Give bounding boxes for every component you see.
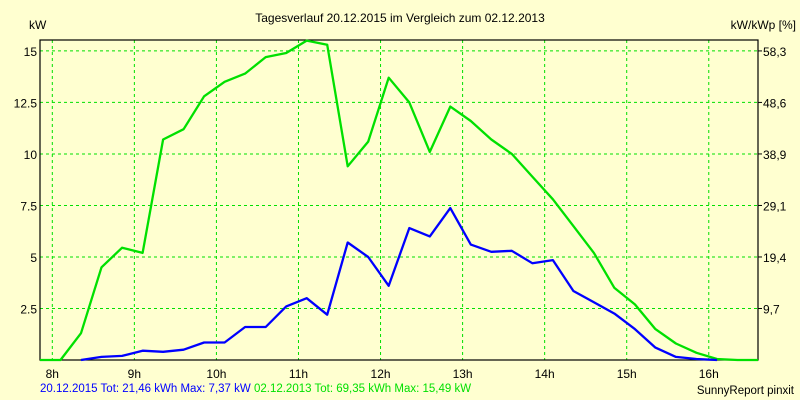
- x-tick-label: 10h: [206, 367, 226, 381]
- x-tick-label: 13h: [453, 367, 473, 381]
- credit-text: SunnyReport pinxit: [696, 385, 794, 397]
- x-tick-label: 12h: [371, 367, 391, 381]
- y2-tick-label: 9,7: [763, 302, 780, 316]
- chart-title: Tagesverlauf 20.12.2015 im Vergleich zum…: [255, 11, 545, 25]
- series-line-02.12.2013: [40, 39, 758, 362]
- y2-tick-label: 58,3: [763, 45, 787, 59]
- y-tick-label: 15: [24, 45, 38, 59]
- y2-tick-label: 19,4: [763, 251, 787, 265]
- x-tick-label: 16h: [699, 367, 719, 381]
- y2-tick-label: 29,1: [763, 199, 787, 213]
- y-tick-label: 7.5: [20, 199, 37, 213]
- legend: 20.12.2015 Tot: 21,46 kWh Max: 7,37 kW 0…: [40, 383, 471, 395]
- y2-axis-label: kW/kWp [%]: [730, 18, 796, 32]
- legend-series-2013: 02.12.2013 Tot: 69,35 kWh Max: 15,49 kW: [253, 383, 472, 395]
- legend-series-2015: 20.12.2015 Tot: 21,46 kWh Max: 7,37 kW: [40, 383, 251, 395]
- y-tick-label: 2.5: [20, 302, 37, 316]
- y2-tick-label: 48,6: [763, 96, 787, 110]
- x-tick-label: 15h: [617, 367, 637, 381]
- x-tick-label: 14h: [535, 367, 555, 381]
- y-tick-label: 5: [30, 251, 37, 265]
- x-tick-label: 9h: [128, 367, 141, 381]
- x-tick-label: 11h: [289, 367, 308, 381]
- y-axis-label: kW: [29, 18, 47, 32]
- x-tick-label: 8h: [46, 367, 59, 381]
- plot-frame: [39, 39, 759, 361]
- y2-tick-label: 38,9: [763, 148, 787, 162]
- y-tick-label: 10: [24, 148, 38, 162]
- y-tick-label: 12.5: [14, 96, 38, 110]
- series-line-20.12.2015: [80, 206, 718, 362]
